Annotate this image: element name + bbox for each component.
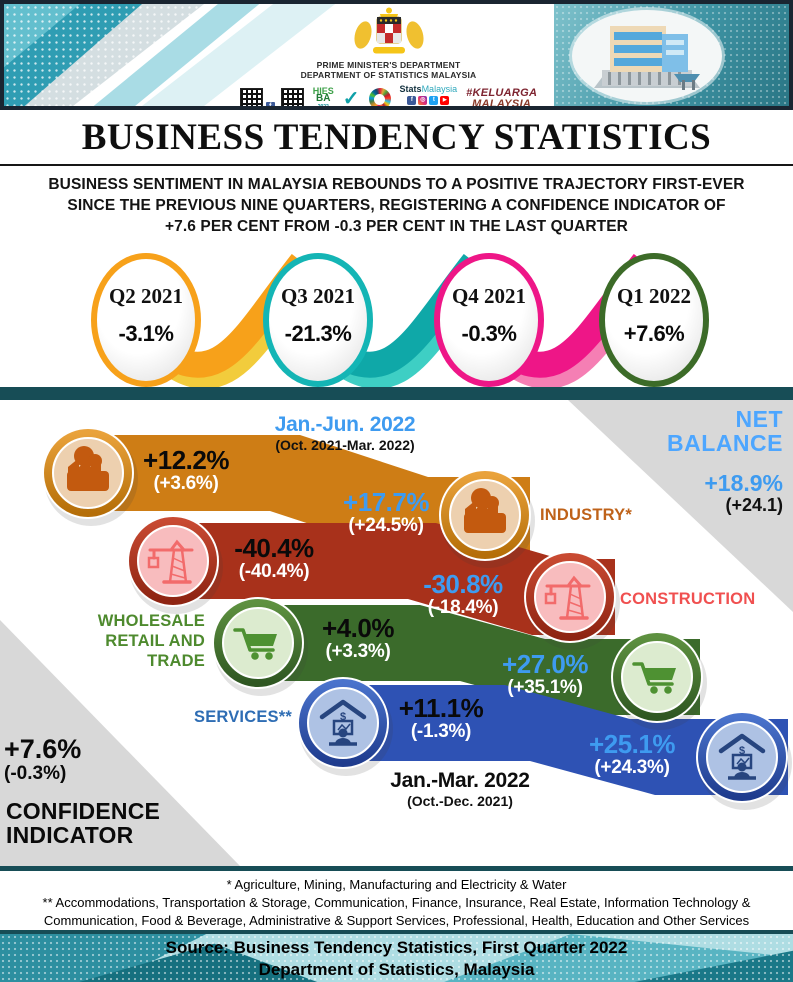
title-section: BUSINESS TENDENCY STATISTICS: [0, 110, 793, 166]
department-name-line2: DEPARTMENT OF STATISTICS MALAYSIA: [300, 70, 477, 80]
cascade-graphic: $: [0, 387, 793, 866]
services-janmar-value: +11.1% (-1.3%): [398, 693, 484, 743]
wholesale-label: WHOLESALE RETAIL AND TRADE: [97, 612, 205, 670]
source-text: Source: Business Tendency Statistics, Fi…: [0, 934, 793, 981]
teal-divider-bar: [0, 387, 793, 400]
gray-corner-top-right: [568, 400, 793, 612]
services-icon: [297, 677, 393, 776]
footnote-industry: * Agriculture, Mining, Manufacturing and…: [226, 877, 567, 892]
sdg-wheel-icon: [368, 88, 391, 106]
factory-icon: [439, 469, 535, 568]
qr-code-icon: [280, 87, 304, 106]
headline-line2: SINCE THE PREVIOUS NINE QUARTERS, REGIST…: [67, 197, 726, 214]
quarter-q4-2021: Q4 2021 -0.3%: [451, 284, 527, 346]
confidence-indicator-label: CONFIDENCE INDICATOR: [6, 798, 161, 848]
dosm-building-illustration: [572, 10, 722, 102]
social-icons: f ◎ t ▶: [400, 96, 458, 105]
facebook-icon: f: [407, 96, 417, 105]
quarter-q3-2021: Q3 2021 -21.3%: [280, 284, 356, 346]
construction-label: CONSTRUCTION: [620, 590, 756, 608]
net-balance-cascade-chart: $: [0, 387, 793, 866]
statsmalaysia-logo: StatsMalaysia f ◎ t ▶ www.dosm.gov.my: [400, 83, 458, 110]
quarter-q1-2022: Q1 2022 +7.6%: [616, 284, 692, 346]
net-balance-value: +18.9% (+24.1): [704, 470, 783, 516]
services-janjun-value: +25.1% (+24.3%): [589, 729, 675, 779]
gray-corner-bottom-left: [0, 620, 240, 866]
quarter-circle-q2-2021: [91, 253, 201, 387]
quarterly-trend-strip: Q2 2021 -3.1% Q3 2021 -21.3% Q4 2021 -0.…: [0, 240, 793, 387]
factory-icon: [42, 427, 138, 526]
dosm-url: www.dosm.gov.my: [404, 107, 452, 110]
hies-logo: HIES BA 2022: [312, 86, 334, 110]
quarter-ribbons: [143, 253, 662, 387]
footnotes: * Agriculture, Mining, Manufacturing and…: [0, 866, 793, 930]
building-icon: [594, 26, 700, 90]
wholesale-janmar-value: +4.0% (+3.3%): [322, 613, 394, 663]
instagram-icon: ◎: [418, 96, 428, 105]
services-label: SERVICES**: [194, 708, 292, 726]
services-icon: [696, 711, 792, 810]
period-current-label: Jan.-Jun. 2022 (Oct. 2021-Mar. 2022): [274, 413, 416, 454]
youtube-icon: ▶: [440, 96, 450, 105]
quarters-ribbon-graphic: [91, 253, 709, 387]
wholesale-band: [238, 605, 700, 715]
footnote-services-line1: ** Accommodations, Transportation & Stor…: [42, 895, 751, 910]
qr-code-icon: [239, 87, 263, 106]
industry-label: INDUSTRY*: [540, 506, 632, 524]
net-balance-label: NET BALANCE: [667, 406, 783, 456]
source-footer: Source: Business Tendency Statistics, Fi…: [0, 930, 793, 982]
quarter-circle-q3-2021: [263, 253, 373, 387]
headline-line1: BUSINESS SENTIMENT IN MALAYSIA REBOUNDS …: [48, 176, 745, 193]
quarter-circle-q1-2022: [599, 253, 709, 387]
headline-summary: BUSINESS SENTIMENT IN MALAYSIA REBOUNDS …: [0, 166, 793, 240]
industry-janmar-value: +12.2% (+3.6%): [143, 445, 229, 495]
shopping-cart-icon: [212, 597, 308, 696]
footnote-services-line2: Communication, Food & Beverage, Administ…: [43, 913, 750, 928]
services-band: [323, 685, 788, 795]
crane-icon: [524, 551, 620, 650]
crane-icon: [127, 515, 223, 614]
quarter-circle-q4-2021: [434, 253, 544, 387]
census-check-icon: ✓: [342, 88, 360, 110]
facebook-badge-icon: f: [265, 101, 275, 106]
header-banner: PRIME MINISTER'S DEPARTMENT DEPARTMENT O…: [0, 0, 793, 110]
header-left-pattern: [4, 4, 349, 106]
malaysia-coat-of-arms: [353, 7, 424, 54]
twitter-icon: t: [429, 96, 439, 105]
confidence-indicator-value: +7.6% (-0.3%): [4, 734, 82, 785]
period-previous-label: Jan.-Mar. 2022 (Oct.-Dec. 2021): [390, 769, 530, 810]
source-line1: Source: Business Tendency Statistics, Fi…: [165, 938, 628, 957]
wholesale-janjun-value: +27.0% (+35.1%): [502, 649, 588, 699]
quarter-q2-2021: Q2 2021 -3.1%: [108, 284, 184, 346]
header-logos-row: f HIES BA 2022 ✓ StatsMalaysia f ◎ t ▶: [226, 83, 551, 110]
header-building-photo: [554, 4, 789, 106]
source-line2: Department of Statistics, Malaysia: [258, 960, 535, 979]
department-name-line1: PRIME MINISTER'S DEPARTMENT: [316, 60, 461, 70]
shopping-cart-icon: [611, 631, 707, 730]
headline-line3: +7.6 PER CENT FROM -0.3 PER CENT IN THE …: [165, 218, 628, 235]
page-title: BUSINESS TENDENCY STATISTICS: [81, 116, 712, 158]
header-center: PRIME MINISTER'S DEPARTMENT DEPARTMENT O…: [226, 4, 551, 106]
construction-janjun-value: -30.8% (-18.4%): [423, 569, 503, 619]
industry-janjun-value: +17.7% (+24.5%): [343, 487, 429, 537]
keluarga-malaysia-logo: #KELUARGA MALAYSIA: [466, 87, 538, 110]
construction-janmar-value: -40.4% (-40.4%): [234, 533, 314, 583]
